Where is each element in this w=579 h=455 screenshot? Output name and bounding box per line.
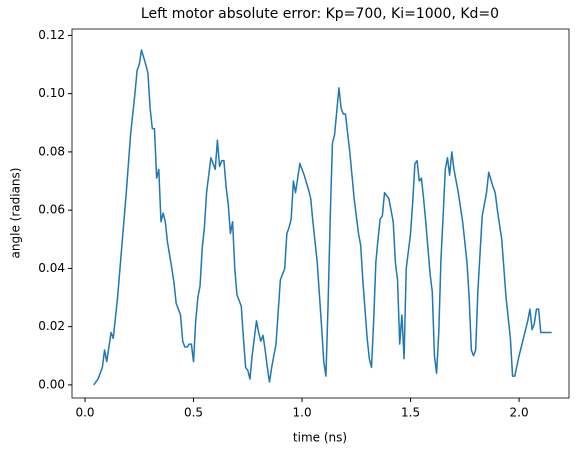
x-tick-label: 2.0: [510, 406, 529, 420]
x-tick-label: 0.5: [184, 406, 203, 420]
plot-frame: [71, 28, 570, 399]
y-tick-label: 0.00: [38, 377, 65, 391]
y-tick-label: 0.06: [38, 203, 65, 217]
y-tick-label: 0.10: [38, 86, 65, 100]
line-series: [93, 49, 552, 386]
x-tick-label: 0.0: [75, 406, 94, 420]
y-tick-label: 0.02: [38, 319, 65, 333]
y-tick-label: 0.12: [38, 28, 65, 42]
x-axis-label: time (ns): [293, 431, 347, 445]
y-axis-label: angle (radians): [9, 168, 23, 259]
y-tick-label: 0.08: [38, 144, 65, 158]
x-tick-label: 1.0: [293, 406, 312, 420]
x-tick-label: 1.5: [401, 406, 420, 420]
y-tick-label: 0.04: [38, 261, 65, 275]
chart-title: Left motor absolute error: Kp=700, Ki=10…: [141, 6, 499, 22]
